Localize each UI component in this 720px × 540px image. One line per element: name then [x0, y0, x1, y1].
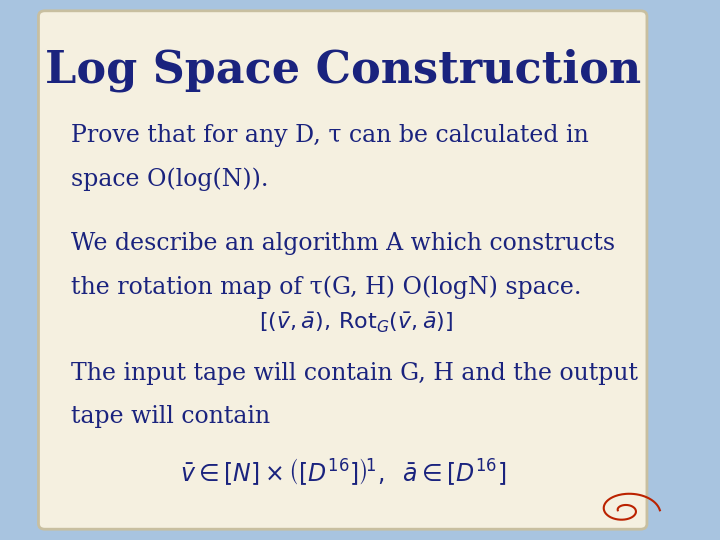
Text: the rotation map of τ(G, H) O(logN) space.: the rotation map of τ(G, H) O(logN) spac…: [71, 275, 581, 299]
Text: $\bar{v} \in [N] \times \left(\left[D^{16}\right]\right)^{\!1},\;\; \bar{a} \in : $\bar{v} \in [N] \times \left(\left[D^{1…: [179, 456, 506, 487]
Text: tape will contain: tape will contain: [71, 405, 270, 428]
Text: $\left[(\bar{v},\bar{a}),\, \mathrm{Rot}_G(\bar{v},\bar{a})\right]$: $\left[(\bar{v},\bar{a}),\, \mathrm{Rot}…: [258, 310, 453, 334]
FancyBboxPatch shape: [38, 11, 647, 529]
Text: The input tape will contain G, H and the output: The input tape will contain G, H and the…: [71, 362, 638, 385]
Text: space O(log(N)).: space O(log(N)).: [71, 167, 269, 191]
Text: We describe an algorithm A which constructs: We describe an algorithm A which constru…: [71, 232, 615, 255]
Text: Log Space Construction: Log Space Construction: [45, 49, 641, 92]
Text: Prove that for any D, τ can be calculated in: Prove that for any D, τ can be calculate…: [71, 124, 588, 147]
